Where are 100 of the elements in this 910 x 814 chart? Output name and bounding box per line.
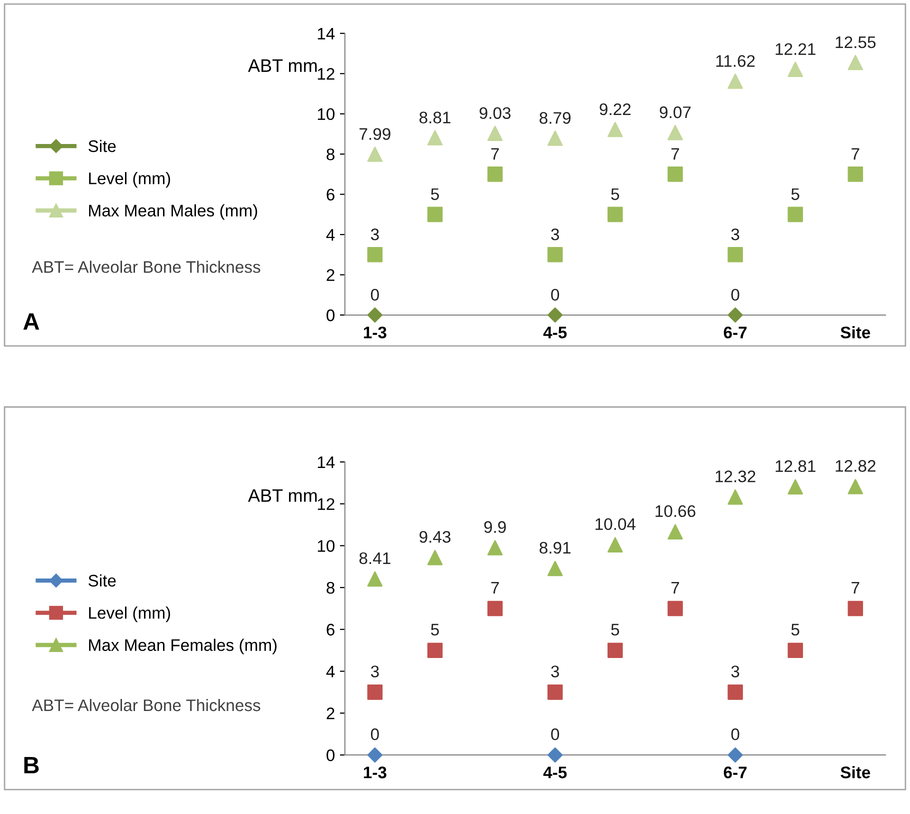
point [427, 206, 443, 222]
data-label: 7 [852, 148, 860, 160]
data-label: 8.79 [540, 112, 571, 124]
data-label: 3 [551, 666, 559, 678]
y-tick-label: 14 [318, 28, 335, 40]
point [367, 146, 383, 162]
point [487, 126, 503, 141]
data-label: 9.07 [660, 106, 691, 118]
point [548, 307, 563, 323]
data-label: 5 [791, 624, 800, 636]
y-tick-label: 0 [326, 309, 335, 322]
y-tick-label: 4 [326, 666, 335, 678]
x-tick-label: 6-7 [724, 766, 747, 778]
data-label: 8.41 [359, 552, 390, 564]
data-label: 0 [370, 728, 379, 740]
data-label: 0 [731, 728, 740, 740]
point [728, 247, 743, 262]
legend-label: Level (mm) [89, 606, 170, 622]
y-tick-label: 6 [326, 624, 334, 636]
y-axis-title: ABT mm [248, 59, 317, 72]
data-label: 12.55 [836, 36, 876, 48]
y-tick-label: 8 [326, 582, 334, 594]
point [848, 54, 864, 70]
legend-label: Max Mean Females (mm) [89, 638, 277, 654]
point [427, 550, 443, 566]
point [367, 571, 383, 587]
x-tick-label: 4-5 [543, 766, 567, 778]
data-label: 7.99 [360, 128, 390, 140]
point [547, 247, 563, 262]
point [668, 124, 683, 140]
data-label: 9.9 [484, 521, 506, 533]
text: A [23, 313, 40, 330]
text: ABT= Alveolar Bone Thickness [32, 260, 260, 273]
data-label: 0 [731, 288, 740, 301]
point [728, 489, 743, 505]
x-tick-label: 1-3 [364, 766, 386, 778]
y-tick-label: 12 [318, 498, 334, 510]
point [487, 600, 503, 616]
data-label: 9.03 [480, 107, 511, 119]
data-label: 5 [611, 624, 620, 636]
data-label: 10.04 [596, 518, 636, 530]
point [728, 74, 743, 89]
data-label: 7 [671, 582, 680, 594]
point [547, 684, 563, 700]
y-tick-label: 4 [326, 229, 335, 241]
point [367, 307, 382, 323]
data-label: 7 [852, 582, 860, 594]
point [608, 122, 623, 138]
data-label: 10.66 [656, 505, 696, 518]
data-label: 5 [431, 624, 439, 636]
data-label: 0 [551, 728, 560, 740]
point [427, 642, 443, 658]
y-tick-label: 10 [318, 108, 335, 120]
point [848, 479, 864, 494]
point [608, 206, 623, 222]
y-tick-label: 10 [318, 540, 335, 552]
point [487, 166, 503, 182]
point [367, 247, 383, 262]
legend-label: Site [88, 574, 116, 587]
y-tick-label: 0 [326, 749, 335, 762]
data-label: 5 [611, 188, 620, 200]
y-tick-label: 2 [326, 269, 334, 281]
point [547, 560, 563, 576]
data-label: 5 [791, 188, 800, 200]
x-tick-label: 6-7 [724, 326, 747, 338]
point [668, 524, 683, 540]
data-label: 8.81 [419, 112, 450, 124]
y-tick-label: 6 [326, 188, 334, 201]
data-label: 12.82 [836, 460, 876, 472]
data-label: 0 [551, 288, 560, 301]
data-label: 7 [491, 148, 499, 160]
data-label: 0 [370, 288, 379, 301]
data-label: 3 [370, 666, 379, 678]
data-label: 9.22 [600, 103, 631, 116]
point [367, 684, 383, 700]
point [547, 130, 563, 146]
data-label: 3 [551, 228, 559, 240]
y-tick-label: 8 [326, 148, 334, 160]
data-label: 7 [671, 148, 680, 160]
point [788, 206, 803, 222]
y-tick-label: 2 [326, 708, 334, 720]
y-tick-label: 12 [318, 68, 334, 80]
data-label: 7 [491, 582, 499, 594]
data-label: 11.62 [716, 55, 755, 67]
point [848, 166, 864, 182]
x-tick-label: Site [840, 326, 870, 338]
data-label: 12.32 [716, 470, 756, 482]
data-label: 3 [370, 228, 379, 240]
point [608, 642, 623, 658]
data-label: 8.91 [540, 542, 571, 554]
legend-label: Max Mean Males (mm) [89, 204, 258, 220]
x-tick-label: 4-5 [543, 326, 567, 338]
legend-label: Site [88, 140, 116, 152]
point [728, 684, 743, 700]
point [367, 747, 382, 763]
y-tick-label: 14 [318, 456, 335, 468]
point [728, 307, 743, 323]
x-tick-label: 1-3 [364, 326, 386, 338]
point [608, 537, 623, 552]
text: ABT= Alveolar Bone Thickness [32, 698, 260, 712]
